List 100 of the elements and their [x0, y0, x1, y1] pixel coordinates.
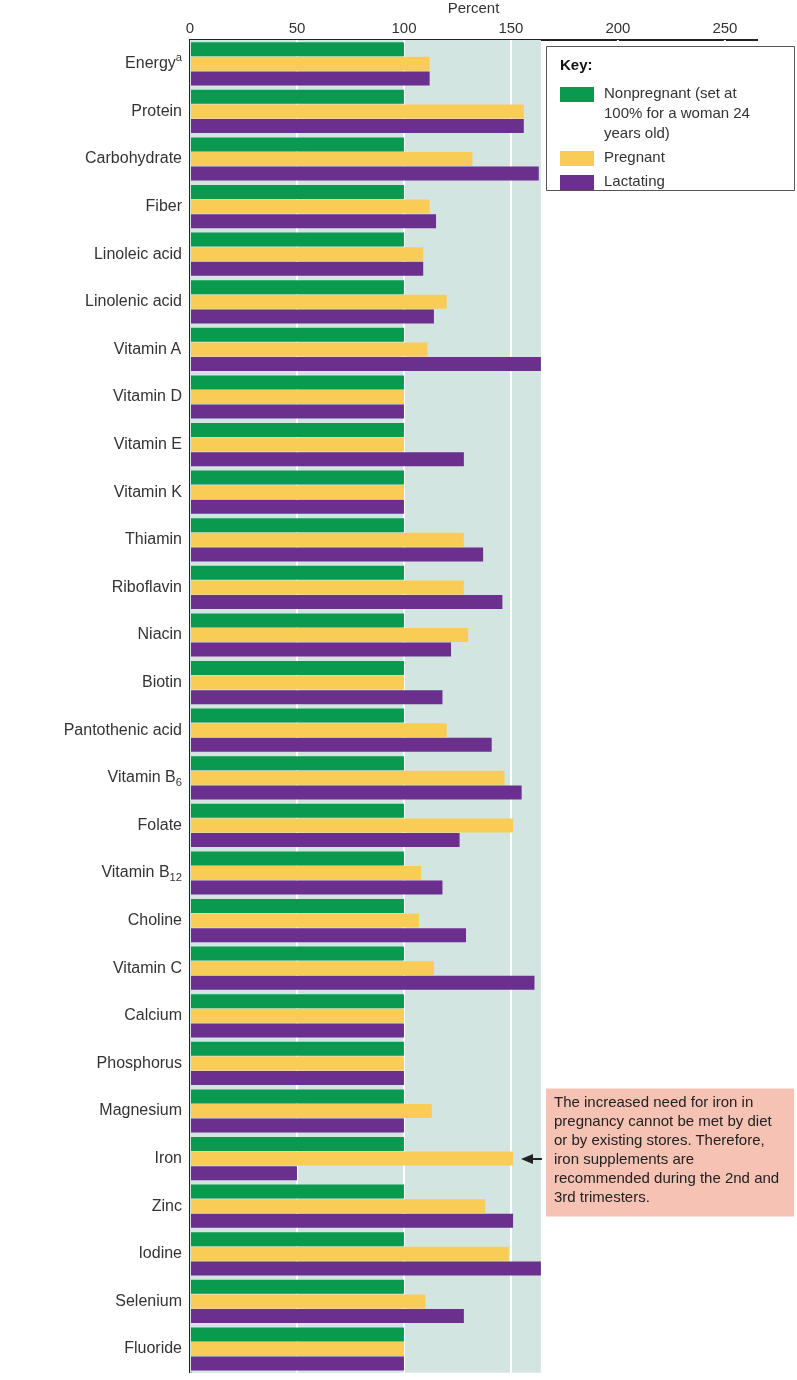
bar — [191, 356, 541, 371]
bar — [191, 342, 428, 357]
y-tick-label: Vitamin E — [113, 435, 183, 453]
bar — [191, 1103, 432, 1119]
bar — [191, 247, 424, 262]
bar — [191, 214, 437, 229]
bar — [191, 1184, 404, 1199]
bar — [191, 565, 404, 580]
bar — [191, 1199, 486, 1214]
y-tick-label: Vitamin K — [113, 482, 183, 500]
bar — [191, 89, 404, 104]
bar — [191, 261, 424, 276]
bar — [191, 770, 505, 785]
bar — [191, 661, 404, 676]
bar — [191, 785, 522, 800]
y-tick-label: Niacin — [137, 625, 183, 643]
bar — [191, 690, 443, 705]
y-tick-label: Iron — [154, 1149, 183, 1167]
bar — [191, 580, 464, 595]
bar — [191, 899, 404, 914]
bar — [191, 104, 524, 119]
y-tick-label: Calcium — [124, 1006, 183, 1024]
y-tick-label: Selenium — [115, 1291, 182, 1309]
y-tick-label: Carbohydrate — [85, 149, 183, 167]
bar — [191, 1166, 297, 1181]
bar — [191, 375, 404, 390]
bar — [191, 1056, 404, 1071]
y-tick-label: Linolenic acid — [85, 292, 182, 310]
bar — [191, 389, 404, 405]
bar — [191, 913, 419, 928]
y-tick-label: Vitamin C — [112, 958, 182, 976]
y-tick-label: Pantothenic acid — [63, 720, 183, 738]
legend-title: Key: — [560, 56, 593, 74]
bar — [191, 1308, 464, 1323]
bar — [191, 1118, 404, 1133]
x-tick-label: 150 — [498, 19, 524, 37]
bar — [191, 280, 404, 295]
bar — [191, 756, 404, 771]
legend-label: Pregnant — [604, 148, 666, 166]
bar — [191, 1023, 404, 1038]
bar — [191, 737, 492, 752]
bar — [191, 151, 473, 167]
bar — [191, 818, 514, 833]
y-tick-label: Phosphorus — [96, 1053, 182, 1071]
bar — [191, 832, 460, 847]
bar — [191, 404, 404, 419]
bar — [191, 1070, 404, 1085]
y-tick-label: Biotin — [141, 673, 183, 691]
bar — [191, 642, 452, 657]
y-tick-label: Choline — [127, 911, 183, 929]
y-tick-label: Fiber — [145, 197, 183, 215]
bar — [191, 1279, 404, 1294]
y-tick-label: Linoleic acid — [93, 244, 183, 262]
bar — [191, 803, 404, 818]
bar — [191, 547, 484, 562]
bar — [191, 928, 467, 943]
bar — [191, 1151, 514, 1166]
bar — [191, 708, 404, 723]
y-tick-label: Iodine — [138, 1244, 183, 1262]
bar — [191, 975, 535, 990]
bar — [191, 675, 404, 690]
y-tick-label: Folate — [137, 815, 183, 833]
bar — [191, 499, 404, 514]
bar — [191, 1294, 426, 1309]
bar — [191, 1246, 509, 1261]
bar — [191, 946, 404, 961]
bar — [191, 166, 539, 181]
bar — [191, 1261, 541, 1276]
bar — [191, 485, 404, 500]
y-tick-label: Zinc — [151, 1196, 183, 1214]
y-tick-label: Protein — [131, 101, 183, 119]
bar — [191, 880, 443, 895]
x-tick-label: 50 — [288, 19, 306, 37]
bar — [191, 594, 503, 609]
legend-label: Lactating — [604, 172, 665, 190]
y-tick-label: Thiamin — [125, 530, 182, 548]
bar — [191, 994, 404, 1009]
bar — [191, 452, 464, 467]
bar — [191, 1137, 404, 1152]
bar — [191, 185, 404, 200]
bar — [191, 1041, 404, 1056]
bar — [191, 232, 404, 247]
bar — [191, 42, 404, 57]
bar — [191, 327, 404, 342]
bar — [191, 1008, 404, 1023]
y-tick-label: Magnesium — [99, 1101, 182, 1119]
bar — [191, 71, 430, 86]
bar — [191, 137, 404, 152]
bar — [191, 437, 404, 452]
x-tick-label: 100 — [391, 19, 417, 37]
bar — [191, 423, 404, 438]
bar — [191, 1089, 404, 1104]
bar — [191, 1213, 514, 1228]
bar — [191, 1356, 404, 1371]
bar — [191, 309, 434, 324]
bar — [191, 627, 469, 643]
bar — [191, 518, 404, 533]
bar — [191, 1341, 404, 1357]
bar — [191, 118, 524, 133]
y-tick-label: Vitamin D — [112, 387, 182, 405]
